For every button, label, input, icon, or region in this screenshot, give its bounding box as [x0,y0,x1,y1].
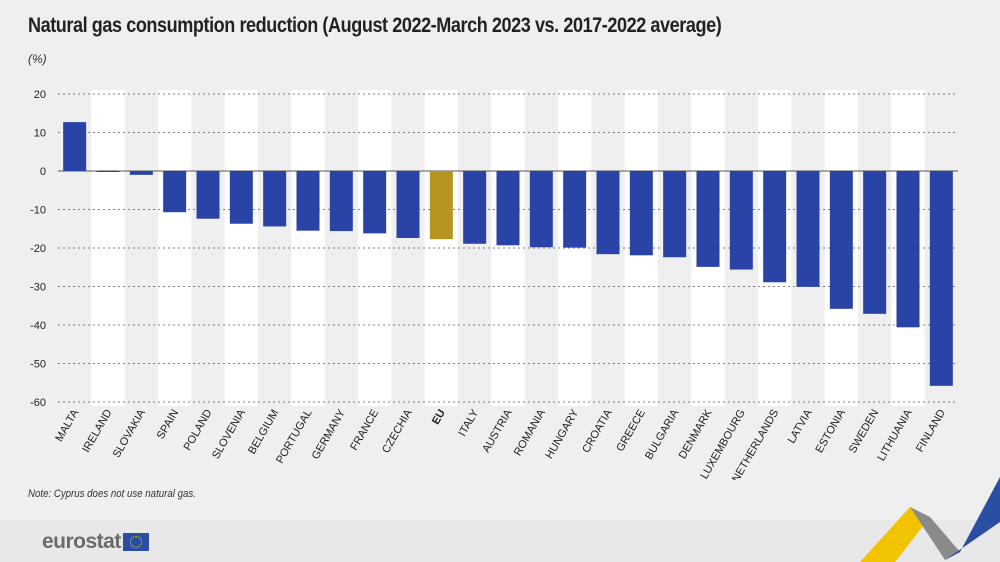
x-tick-label: EU [430,407,448,426]
bar-slovakia [129,171,153,175]
bar-denmark [696,171,720,267]
bar-hungary [563,171,587,248]
x-tick-label: GREECE [614,408,648,454]
bar-spain [163,171,187,213]
chart-title: Natural gas consumption reduction (Augus… [28,14,722,37]
x-tick-label: AUSTRIA [480,407,515,455]
bar-germany [329,171,353,232]
x-tick-label: POLAND [182,407,215,452]
x-tick-label: MALTA [53,407,81,444]
bar-bulgaria [663,171,687,258]
x-tick-label: HUNGARY [543,407,581,461]
y-tick-label: -60 [30,397,46,409]
x-tick-label: SPAIN [155,407,182,441]
unit-label: (%) [28,52,47,66]
x-tick-label: CZECHIA [380,407,415,455]
x-tick-label: ESTONIA [813,407,848,455]
bar-poland [196,171,220,219]
bar-italy [463,171,487,244]
x-tick-label: SLOVENIA [210,407,248,461]
x-tick-label: DENMARK [677,407,715,461]
y-tick-label: -20 [30,243,46,255]
bar-latvia [796,171,820,287]
y-tick-label: 20 [34,89,46,101]
bar-lithuania [896,171,920,328]
bar-sweden [863,171,887,314]
x-tick-label: ITALY [456,407,481,439]
bars [63,122,953,386]
y-tick-label: -30 [30,282,46,294]
bar-ireland [96,171,120,172]
x-tick-label: PORTUGAL [274,408,315,466]
x-tick-label: IRELAND [80,407,114,454]
bar-romania [529,171,553,248]
bar-czechia [396,171,420,238]
y-tick-label: -40 [30,320,46,332]
x-tick-label: ROMANIA [512,407,548,458]
y-tick-label: 0 [40,166,46,178]
eu-flag-icon [122,533,149,551]
x-tick-label: GERMANY [310,407,349,462]
x-tick-label: FINLAND [914,407,948,454]
y-tick-label: 10 [34,128,46,140]
bar-greece [629,171,653,256]
bar-malta [63,122,87,171]
bar-belgium [263,171,287,227]
x-tick-label: SLOVAKIA [111,407,149,460]
bar-luxembourg [729,171,753,270]
category-band [224,90,258,406]
x-tick-label: CROATIA [580,407,615,455]
y-tick-label: -50 [30,359,46,371]
x-tick-label: SWEDEN [847,407,882,455]
x-tick-label: LATVIA [786,407,815,446]
bar-netherlands [763,171,787,283]
corner-decoration [860,477,1000,562]
bar-france [363,171,387,234]
x-tick-label: BULGARIA [643,407,682,462]
bar-eu [429,171,453,240]
eurostat-logo: eurostat [42,530,149,554]
bar-estonia [829,171,853,309]
y-axis-ticks: 20 10 0 -10 -20 -30 -40 -50 -60 [30,89,46,409]
bar-portugal [296,171,320,231]
footer-bar [0,520,1000,562]
bar-slovenia [229,171,253,224]
y-tick-label: -10 [30,205,46,217]
bar-austria [496,171,520,246]
x-tick-label: LITHUANIA [875,407,914,463]
x-tick-label: FRANCE [348,408,381,453]
bar-croatia [596,171,620,255]
footnote: Note: Cyprus does not use natural gas. [28,488,196,500]
category-band [424,90,458,406]
bar-finland [929,171,953,386]
x-tick-label: BELGIUM [246,408,281,457]
logo-text: eurostat [42,530,121,553]
